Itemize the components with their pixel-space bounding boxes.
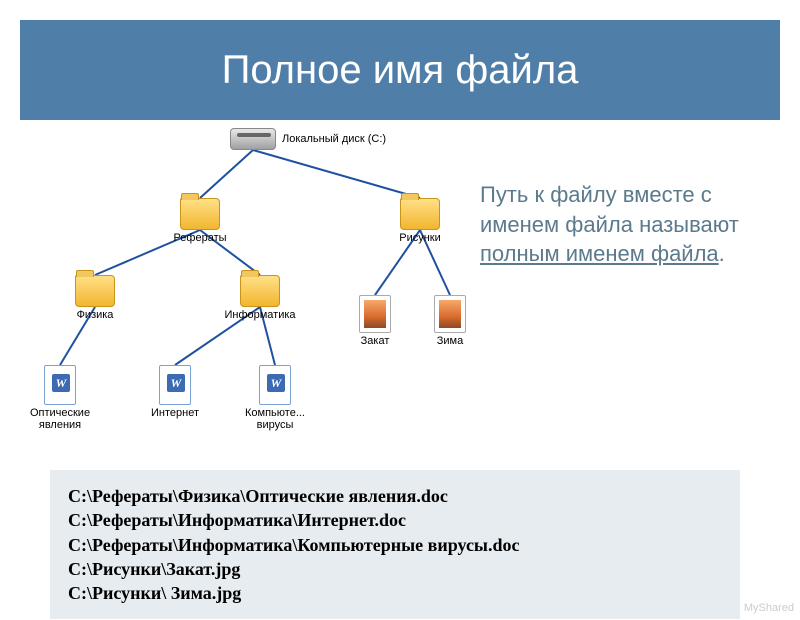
folder-icon	[75, 275, 115, 307]
image-file-icon	[359, 295, 391, 333]
file-tree-diagram: Локальный диск (C:) Рефераты Рисунки Физика…	[20, 120, 500, 450]
desc-before: Путь к файлу вместе с именем файла назыв…	[480, 182, 739, 237]
tree-node-n6: Зима	[410, 295, 490, 347]
file-path-item: C:\Рисунки\Закат.jpg	[68, 557, 722, 581]
tree-node-root: Локальный диск (C:)	[230, 128, 410, 150]
file-paths-list: C:\Рефераты\Физика\Оптические явления.do…	[50, 470, 740, 619]
tree-node-n9: Компьюте... вирусы	[235, 365, 315, 431]
slide-title: Полное имя файла	[222, 48, 579, 93]
file-path-item: C:\Рефераты\Физика\Оптические явления.do…	[68, 484, 722, 508]
tree-node-label: Информатика	[224, 309, 295, 321]
tree-node-label: Оптические явления	[30, 407, 90, 431]
file-path-item: C:\Рефераты\Информатика\Интернет.doc	[68, 508, 722, 532]
tree-node-label: Закат	[361, 335, 390, 347]
file-path-item: C:\Рефераты\Информатика\Компьютерные вир…	[68, 533, 722, 557]
tree-node-label: Компьюте... вирусы	[245, 407, 305, 431]
file-path-item: C:\Рисунки\ Зима.jpg	[68, 581, 722, 605]
image-file-icon	[434, 295, 466, 333]
folder-icon	[240, 275, 280, 307]
slide-header: Полное имя файла	[20, 20, 780, 120]
tree-node-label: Рисунки	[399, 232, 441, 244]
desc-underlined: полным именем файла	[480, 241, 719, 266]
word-doc-icon	[259, 365, 291, 405]
tree-node-label: Рефераты	[173, 232, 226, 244]
tree-node-n2: Рисунки	[380, 198, 460, 244]
folder-icon	[180, 198, 220, 230]
tree-node-label: Физика	[77, 309, 114, 321]
tree-node-label: Интернет	[151, 407, 199, 419]
tree-node-n4: Информатика	[205, 275, 315, 321]
disk-icon	[230, 128, 276, 150]
tree-node-label: Зима	[437, 335, 463, 347]
tree-node-n8: Интернет	[135, 365, 215, 419]
folder-icon	[400, 198, 440, 230]
desc-after: .	[719, 241, 725, 266]
tree-node-n5: Закат	[335, 295, 415, 347]
watermark: MyShared	[744, 602, 794, 614]
word-doc-icon	[159, 365, 191, 405]
tree-node-label: Локальный диск (C:)	[282, 133, 386, 145]
description-text: Путь к файлу вместе с именем файла назыв…	[480, 180, 770, 269]
word-doc-icon	[44, 365, 76, 405]
tree-node-n3: Физика	[55, 275, 135, 321]
tree-node-n1: Рефераты	[160, 198, 240, 244]
tree-node-n7: Оптические явления	[20, 365, 100, 431]
